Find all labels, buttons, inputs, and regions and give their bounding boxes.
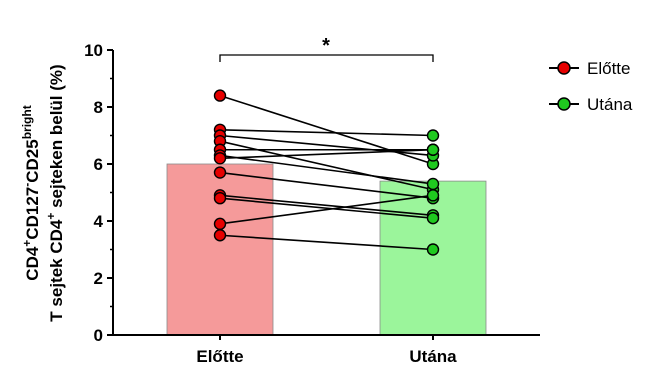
ylabel-part: CD4 <box>23 246 42 281</box>
y-axis-label-line2: T sejtek CD4+ sejteken belül (%) <box>44 64 66 321</box>
data-point <box>426 177 440 191</box>
points-layer <box>213 89 440 256</box>
data-point <box>213 152 227 165</box>
ylabel-part: sejteken belül (%) <box>47 64 66 212</box>
paired-line <box>219 194 434 225</box>
legend: Előtte Utána <box>549 59 633 114</box>
paired-line <box>219 134 434 157</box>
ylabel-sup: - <box>20 183 34 187</box>
legend-marker-red <box>557 61 571 75</box>
data-point <box>426 129 440 142</box>
legend-marker-green <box>557 97 571 111</box>
paired-line <box>219 171 434 199</box>
data-point <box>213 191 227 205</box>
y-tick-label: 6 <box>94 155 103 174</box>
ylabel-sup: + <box>20 240 34 247</box>
bar-1 <box>379 180 487 336</box>
significance-marker: * <box>322 35 330 57</box>
data-point <box>426 243 440 256</box>
significance-bracket <box>219 54 434 62</box>
legend-item-elotte: Előtte <box>549 59 630 78</box>
y-tick-label: 2 <box>94 269 103 288</box>
ylabel-part: T sejtek CD4 <box>47 219 66 322</box>
data-point <box>426 189 440 202</box>
paired-lines-layer <box>219 94 434 251</box>
data-point <box>213 217 227 231</box>
legend-label: Előtte <box>587 59 630 78</box>
ylabel-part: CD127 <box>23 187 42 240</box>
y-tick-label: 4 <box>94 212 104 231</box>
ylabel-sup: bright <box>20 105 34 139</box>
x-tick-label: Előtte <box>196 347 243 366</box>
paired-line <box>219 194 434 217</box>
data-point <box>426 211 440 225</box>
legend-label: Utána <box>587 95 633 114</box>
x-tick-label: Utána <box>409 347 457 366</box>
data-point <box>213 89 227 102</box>
data-point <box>213 166 227 179</box>
y-axis-label-line1: CD4+CD127-CD25bright <box>20 105 42 280</box>
y-tick-label: 10 <box>84 41 103 60</box>
paired-line <box>219 129 434 137</box>
legend-item-utana: Utána <box>549 95 633 114</box>
ylabel-sup: + <box>44 213 58 220</box>
paired-line <box>219 197 434 219</box>
data-point <box>213 229 227 242</box>
axis-layer: 0 2 4 6 8 10 Előtte Utána <box>84 41 540 366</box>
ylabel-part: CD25 <box>23 139 42 182</box>
paired-line <box>219 234 434 251</box>
paired-line <box>219 148 434 160</box>
data-point <box>426 143 440 156</box>
y-tick-label: 0 <box>94 326 103 345</box>
y-axis-label: CD4+CD127-CD25bright T sejtek CD4+ sejte… <box>20 64 66 321</box>
paired-line <box>219 154 434 185</box>
y-tick-label: 8 <box>94 98 103 117</box>
